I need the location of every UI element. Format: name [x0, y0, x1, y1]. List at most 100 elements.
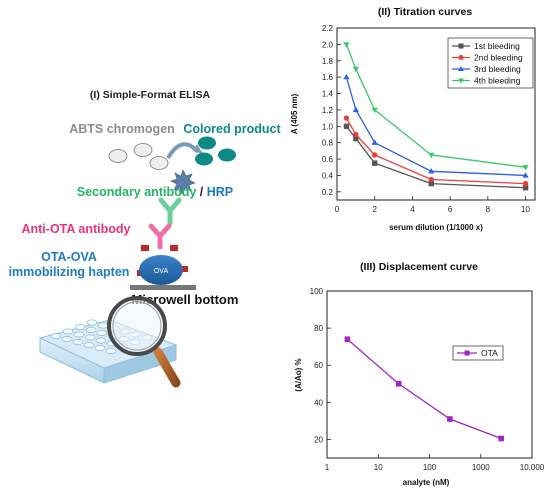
microwell-bottom-label: Microwell bottom — [132, 292, 239, 307]
abts-chromogen-label: ABTS chromogen — [69, 122, 175, 136]
titration-plot-frame — [336, 27, 536, 201]
displacement-y-ticks: 20 40 60 80 100 — [310, 287, 331, 444]
displacement-series-line — [346, 338, 502, 440]
conversion-arrow-icon — [166, 142, 203, 160]
titration-point — [522, 180, 529, 187]
titration-y-tick-label: 2.0 — [322, 40, 334, 49]
titration-x-tick-label: 8 — [486, 205, 491, 214]
titration-y-tick-label: 1.4 — [322, 90, 334, 99]
colored-product-icon — [195, 136, 236, 166]
titration-point — [343, 42, 350, 48]
titration-x-tick-label: 6 — [448, 205, 453, 214]
titration-point — [522, 172, 529, 178]
displacement-chart-title: (III) Displacement curve — [360, 261, 478, 273]
titration-y-tick-label: 0.2 — [322, 188, 334, 197]
titration-point — [352, 66, 359, 73]
titration-y-ticks: 0.2 0.4 0.6 0.8 1.0 1.2 1.4 1.6 1.8 2.0 2.2 — [322, 24, 341, 197]
microplate-well — [74, 324, 86, 330]
ova-text: OVA — [154, 268, 169, 275]
microplate-well — [72, 339, 84, 345]
ota-ova-label: OTA-OVA — [41, 250, 97, 264]
displacement-chart: (III) Displacement curve 20 40 60 80 100 1 10… — [294, 261, 545, 487]
displacement-point — [344, 336, 351, 343]
displacement-legend-marker — [464, 350, 470, 356]
elisa-diagram: (I) Simple-Format ELISA ABTS chromogen C… — [9, 89, 281, 388]
displacement-y-tick-label: 20 — [314, 435, 323, 444]
titration-legend-label: 2nd bleeding — [474, 53, 523, 63]
secondary-antibody-label: Secondary antibody — [77, 185, 197, 199]
titration-legend-marker — [458, 78, 464, 84]
microplate-well — [95, 337, 107, 344]
displacement-plot-frame — [326, 290, 533, 459]
displacement-y-tick-label: 40 — [314, 398, 323, 407]
elisa-title: (I) Simple-Format ELISA — [90, 89, 211, 101]
microplate-well — [94, 345, 106, 351]
titration-point — [371, 107, 378, 114]
anti-ota-antibody-icon — [148, 223, 172, 250]
displacement-x-tick-label: 10 — [374, 463, 383, 472]
displacement-y-tick-label: 100 — [310, 287, 324, 296]
hrp-enzyme-icon — [170, 169, 196, 195]
titration-y-tick-label: 0.4 — [322, 171, 334, 180]
microplate-icon — [38, 319, 178, 384]
titration-y-tick-label: 1.8 — [322, 57, 334, 66]
titration-point — [428, 152, 435, 159]
titration-y-tick-label: 2.2 — [322, 24, 334, 33]
titration-point — [371, 139, 378, 145]
titration-legend-label: 4th bleeding — [474, 76, 521, 86]
displacement-y-axis-label: (A/Ao) % — [294, 358, 303, 391]
titration-y-tick-label: 1.2 — [322, 106, 334, 115]
titration-x-ticks: 0 2 4 6 8 10 — [335, 196, 531, 214]
immobilizing-hapten-label: immobilizing hapten — [9, 265, 130, 279]
svg-text:Secondary antibody / HRP: Secondary antibody / HRP — [77, 185, 233, 199]
titration-legend-label: 3rd bleeding — [474, 64, 521, 74]
microwell-bottom-bar — [130, 285, 196, 290]
displacement-legend-box — [452, 345, 504, 361]
microplate-well — [96, 330, 108, 336]
titration-point — [522, 165, 529, 171]
displacement-x-tick-label: 1 — [325, 463, 330, 472]
displacement-y-tick-label: 60 — [314, 361, 323, 370]
titration-x-tick-label: 0 — [335, 205, 340, 214]
displacement-x-tick-label: 10,000 — [520, 463, 545, 472]
titration-legend-label: 1st bleeding — [474, 41, 520, 51]
titration-point — [343, 123, 350, 129]
magnifying-glass-icon — [107, 296, 181, 388]
titration-legend-marker — [458, 43, 464, 49]
titration-point — [353, 131, 359, 138]
titration-point — [343, 115, 350, 121]
displacement-x-tick-label: 1000 — [472, 463, 490, 472]
titration-x-axis-label: serum dilution (1/1000 x) — [389, 223, 483, 232]
displacement-legend-entries: OTA — [457, 348, 498, 358]
displacement-x-axis-label: analyte (nM) — [403, 478, 450, 487]
titration-point — [343, 73, 350, 80]
titration-y-tick-label: 0.8 — [322, 139, 334, 148]
titration-y-tick-label: 1.6 — [322, 73, 334, 82]
titration-point — [352, 106, 359, 113]
anti-ota-antibody-label: Anti-OTA antibody — [21, 222, 130, 236]
titration-point — [372, 160, 378, 166]
displacement-series — [344, 336, 504, 442]
microplate-well — [73, 331, 85, 338]
label-separator: / — [196, 185, 206, 199]
titration-point — [522, 185, 529, 191]
titration-y-tick-label: 0.6 — [322, 155, 334, 164]
abts-chromogen-icon — [108, 143, 169, 170]
displacement-x-ticks: 1 10 100 1000 10,000 — [325, 454, 545, 472]
microplate-well — [61, 336, 73, 342]
titration-chart-title: (II) Titration curves — [378, 6, 472, 18]
displacement-point — [498, 435, 504, 442]
microplate-well — [62, 328, 74, 335]
microplate-well — [83, 342, 95, 348]
microplate-well — [50, 333, 62, 339]
microplate-well — [86, 319, 98, 326]
ota-ova-conjugate-icon — [137, 245, 188, 285]
titration-series — [343, 42, 529, 191]
titration-y-tick-label: 1.0 — [322, 122, 334, 131]
titration-x-tick-label: 10 — [521, 205, 530, 214]
displacement-legend-label: OTA — [481, 348, 498, 358]
titration-point — [372, 152, 378, 158]
